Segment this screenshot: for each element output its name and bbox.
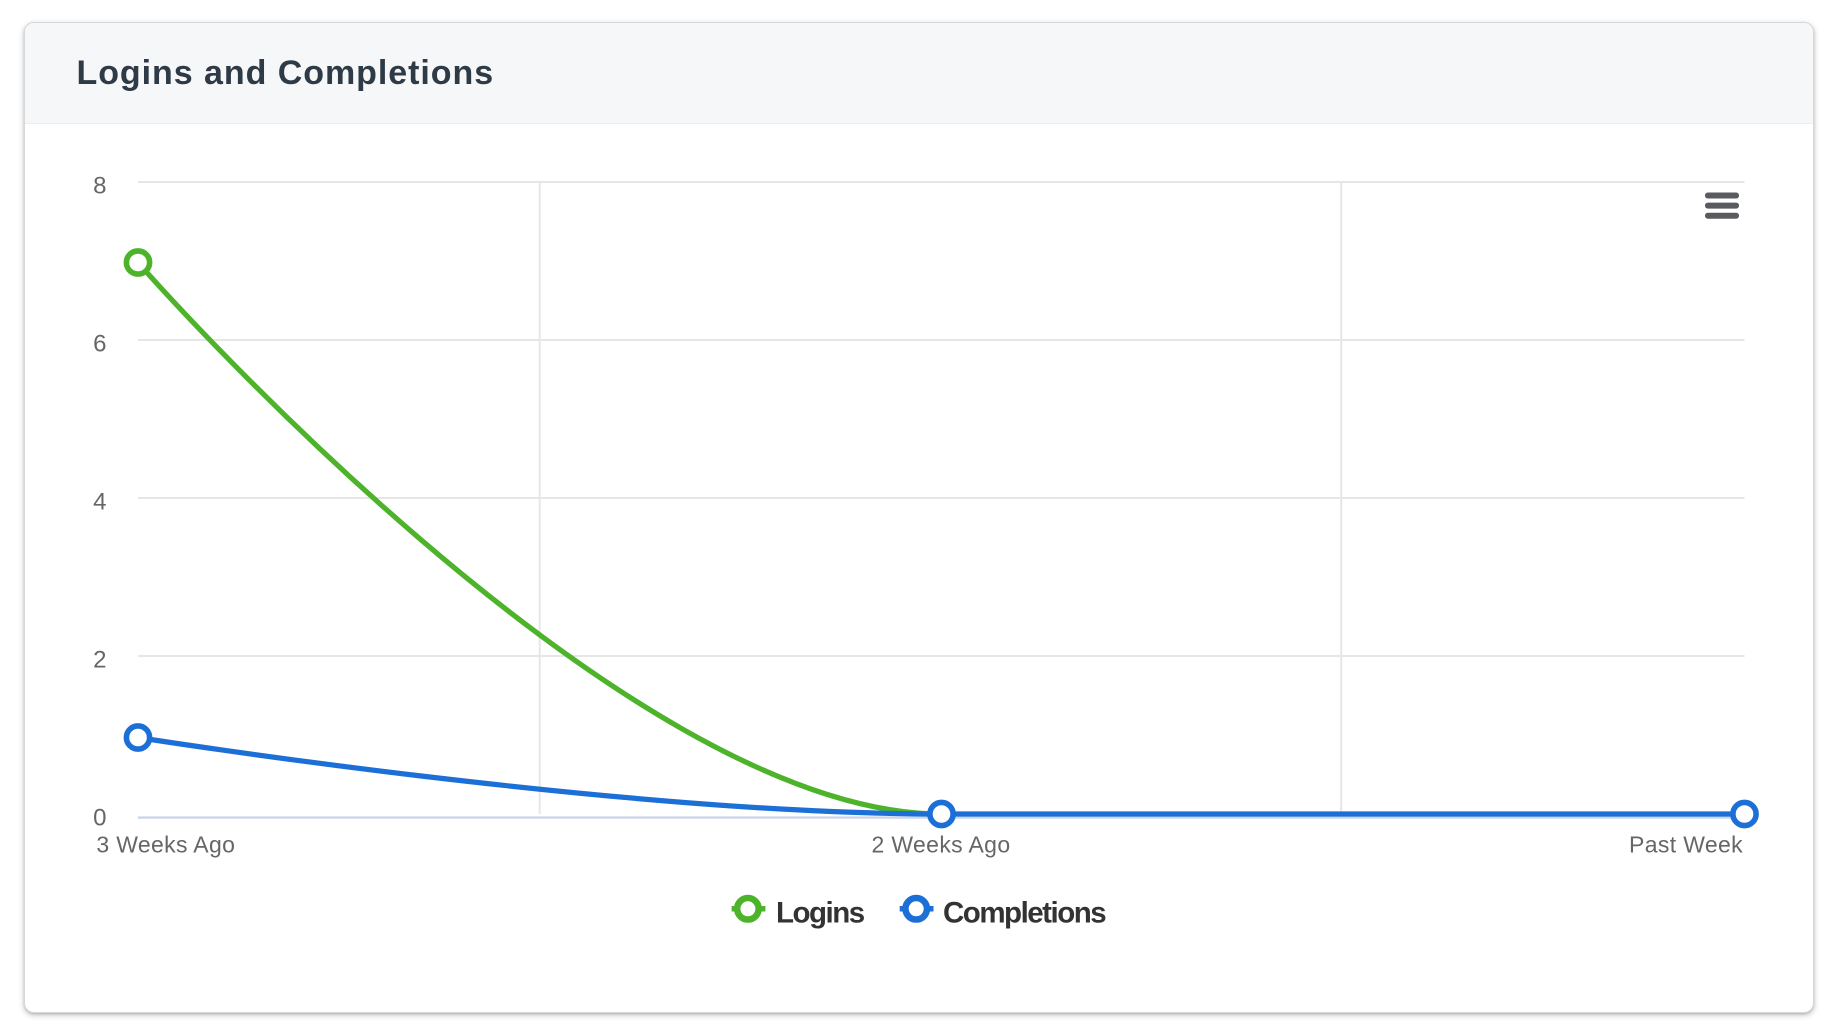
svg-text:Completions: Completions bbox=[943, 897, 1106, 930]
svg-text:6: 6 bbox=[93, 331, 106, 358]
svg-text:Logins: Logins bbox=[776, 897, 865, 930]
svg-text:Logins and Completions: Logins and Completions bbox=[77, 54, 495, 92]
svg-text:2 Weeks Ago: 2 Weeks Ago bbox=[872, 832, 1011, 858]
svg-text:8: 8 bbox=[93, 173, 106, 200]
svg-text:4: 4 bbox=[93, 489, 106, 516]
svg-text:2: 2 bbox=[93, 647, 106, 674]
svg-text:Past Week: Past Week bbox=[1629, 832, 1743, 858]
svg-text:3 Weeks Ago: 3 Weeks Ago bbox=[96, 832, 235, 858]
svg-text:0: 0 bbox=[93, 804, 106, 831]
